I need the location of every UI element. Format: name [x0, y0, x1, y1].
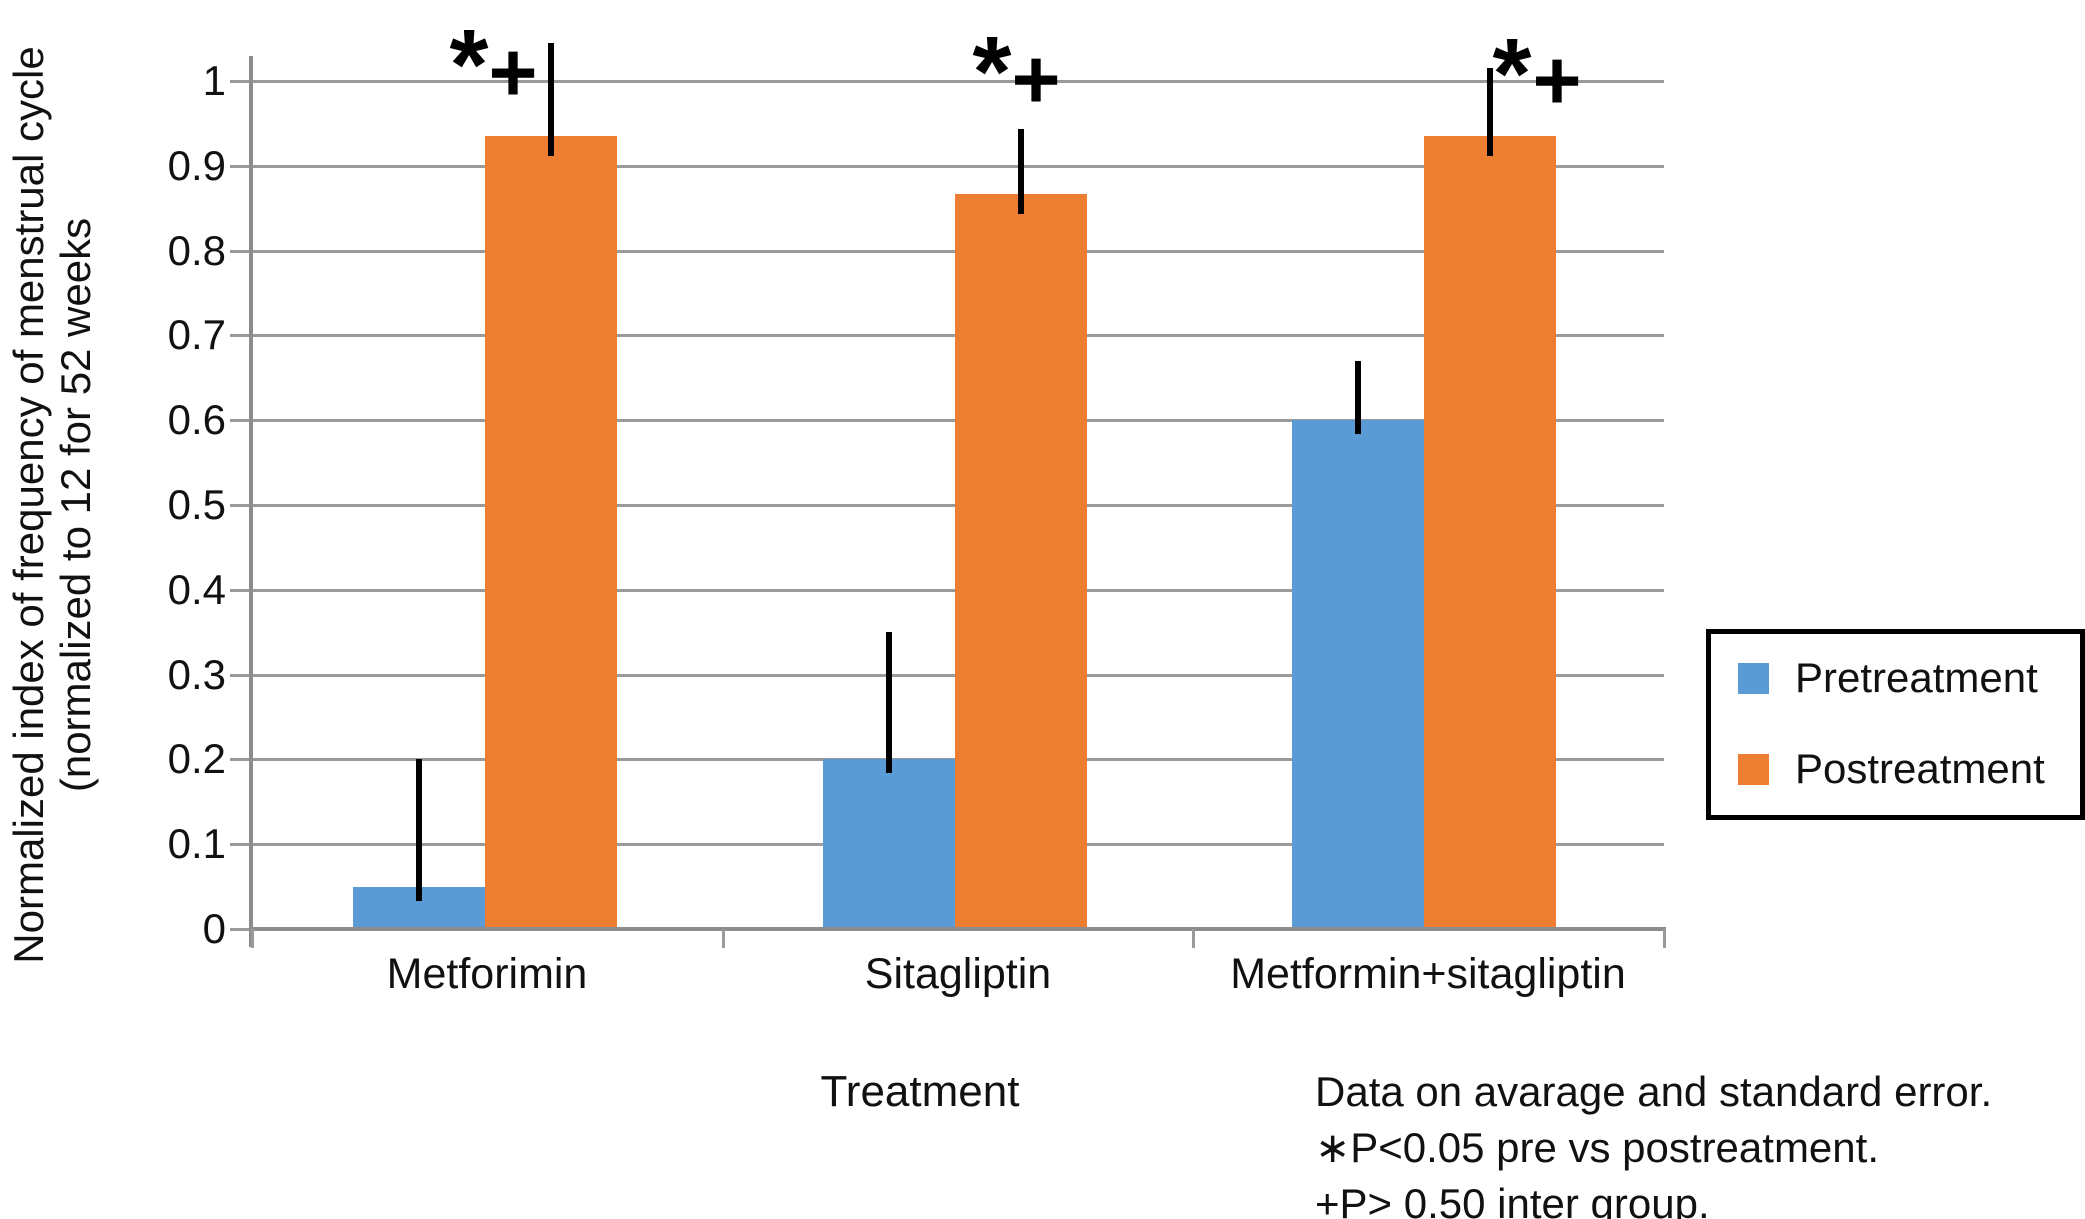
- y-tick-label: 0.7: [167, 311, 226, 359]
- y-tick-mark: [230, 164, 252, 168]
- note-line-1: Data on avarage and standard error.: [1315, 1068, 1993, 1115]
- note-line-3: +P> 0.50 inter group.: [1315, 1180, 1710, 1219]
- error-bar-postreatment-1: [548, 42, 554, 157]
- notes-block: Data on avarage and standard error. ∗P<0…: [1315, 1064, 1992, 1219]
- y-tick-label: 0.4: [167, 565, 226, 613]
- x-tick-mark: [722, 929, 725, 948]
- bar-postreatment-3: [1424, 136, 1556, 929]
- x-category-label-1: Metforimin: [386, 950, 588, 998]
- x-tick-mark: [1663, 929, 1666, 948]
- significance-star-2: *: [972, 16, 1012, 128]
- significance-plus-2: +: [1011, 32, 1061, 126]
- bar-pretreatment-3: [1292, 420, 1424, 929]
- legend-item-pretreatment: Pretreatment: [1738, 655, 2038, 701]
- bar-postreatment-2: [955, 194, 1087, 929]
- y-tick-mark: [230, 419, 252, 423]
- y-axis-line: [249, 56, 253, 947]
- error-bar-pretreatment-1: [416, 759, 422, 901]
- y-tick-label: 0.3: [167, 650, 226, 698]
- y-tick-mark: [230, 758, 252, 762]
- y-tick-mark: [230, 504, 252, 507]
- y-tick-mark: [230, 249, 252, 253]
- y-tick-mark: [230, 843, 252, 847]
- note-line-2: ∗P<0.05 pre vs postreatment.: [1315, 1124, 1879, 1171]
- x-category-label-3: Metformin+sitagliptin: [1230, 950, 1626, 998]
- x-tick-mark: [1192, 929, 1195, 948]
- y-tick-label: 1: [202, 57, 226, 104]
- error-bar-postreatment-2: [1018, 129, 1024, 214]
- significance-star-3: *: [1492, 18, 1532, 130]
- y-tick-mark: [230, 80, 252, 83]
- x-axis-title: Treatment: [820, 1067, 1020, 1116]
- x-axis-line: [250, 927, 1666, 931]
- y-tick-label: 0.6: [167, 396, 226, 444]
- bar-postreatment-1: [485, 136, 617, 929]
- y-tick-mark: [230, 928, 252, 931]
- gridline: [252, 80, 1664, 83]
- y-tick-mark: [230, 673, 252, 677]
- error-bar-pretreatment-3: [1355, 360, 1361, 435]
- y-tick-label: 0.2: [167, 735, 226, 783]
- x-tick-mark: [251, 929, 254, 948]
- y-tick-label: 0.8: [167, 226, 226, 274]
- legend-swatch-postreatment: [1738, 753, 1769, 785]
- error-bar-postreatment-3: [1487, 68, 1493, 157]
- legend-label: Postreatment: [1795, 745, 2045, 792]
- legend-item-postreatment: Postreatment: [1738, 746, 2045, 792]
- significance-plus-1: +: [488, 25, 538, 119]
- gridline: [252, 164, 1664, 168]
- y-tick-label: 0.9: [167, 141, 226, 189]
- y-tick-mark: [230, 334, 252, 338]
- y-tick-label: 0.5: [167, 481, 226, 528]
- legend-swatch-pretreatment: [1738, 662, 1769, 694]
- significance-star-1: *: [449, 9, 489, 121]
- y-tick-label: 0: [202, 905, 226, 952]
- error-bar-pretreatment-2: [886, 632, 892, 774]
- bar-pretreatment-2: [823, 759, 955, 929]
- significance-plus-3: +: [1532, 33, 1582, 127]
- legend: Pretreatment Postreatment: [1706, 629, 2085, 820]
- legend-label: Pretreatment: [1795, 654, 2038, 701]
- x-category-label-2: Sitagliptin: [864, 950, 1052, 998]
- y-tick-mark: [230, 588, 252, 592]
- y-tick-label: 0.1: [167, 820, 226, 868]
